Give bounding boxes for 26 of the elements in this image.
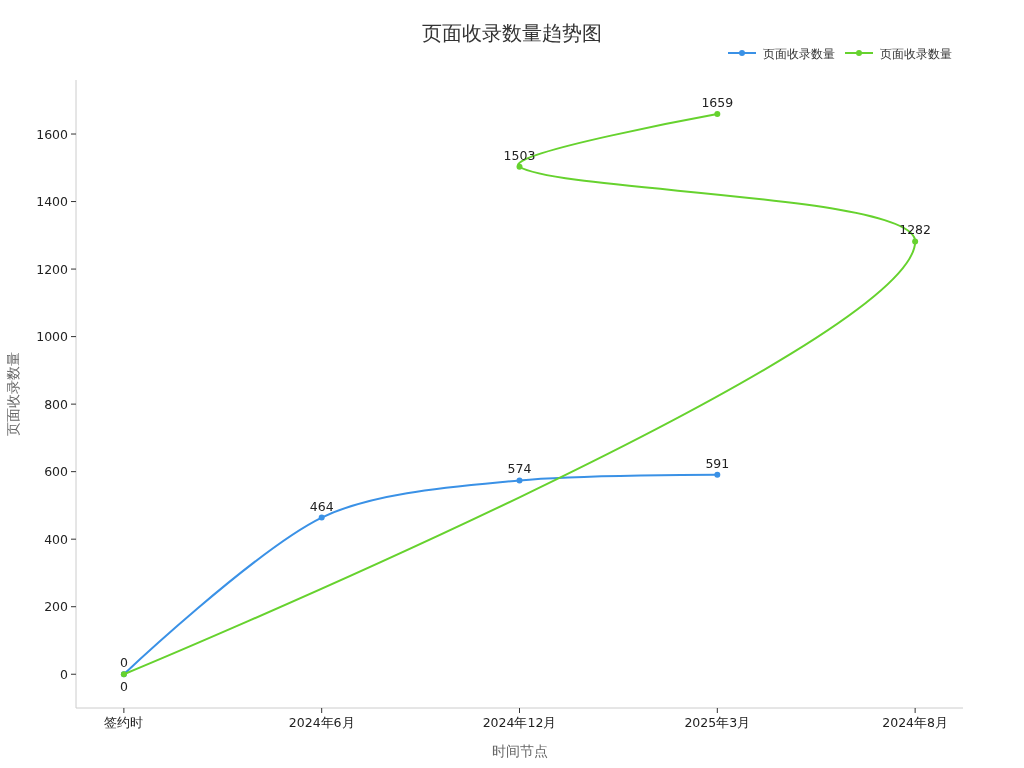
y-tick-label: 1200 <box>36 261 69 277</box>
x-tick-label: 2025年3月 <box>684 715 751 730</box>
legend-label: 页面收录数量 <box>880 46 952 61</box>
y-tick-label: 200 <box>44 599 69 615</box>
y-tick-label: 400 <box>44 531 69 547</box>
data-label: 574 <box>507 461 532 477</box>
x-tick-label: 2024年12月 <box>482 715 557 730</box>
x-tick-label: 2024年6月 <box>288 715 355 730</box>
y-tick-label: 1600 <box>36 126 69 142</box>
data-label: 0 <box>119 679 128 695</box>
legend-label: 页面收录数量 <box>763 46 835 61</box>
data-label: 464 <box>309 498 334 514</box>
x-tick-label: 签约时 <box>104 715 144 730</box>
data-label: 1503 <box>503 147 536 163</box>
y-tick-label: 1000 <box>36 329 69 345</box>
y-tick-label: 0 <box>60 666 69 682</box>
title: 页面收录数量趋势图 <box>422 21 602 45</box>
y-tick-label: 600 <box>44 464 69 480</box>
xlabel: 时间节点 <box>491 743 548 759</box>
data-label: 0 <box>119 655 128 671</box>
x-tick-label: 2024年8月 <box>882 715 949 730</box>
y-tick-label: 1400 <box>36 194 69 210</box>
y-tick-label: 800 <box>44 396 69 412</box>
data-label: 591 <box>705 455 730 471</box>
data-label: 1659 <box>701 95 734 111</box>
ylabel: 页面收录数量 <box>5 352 21 436</box>
